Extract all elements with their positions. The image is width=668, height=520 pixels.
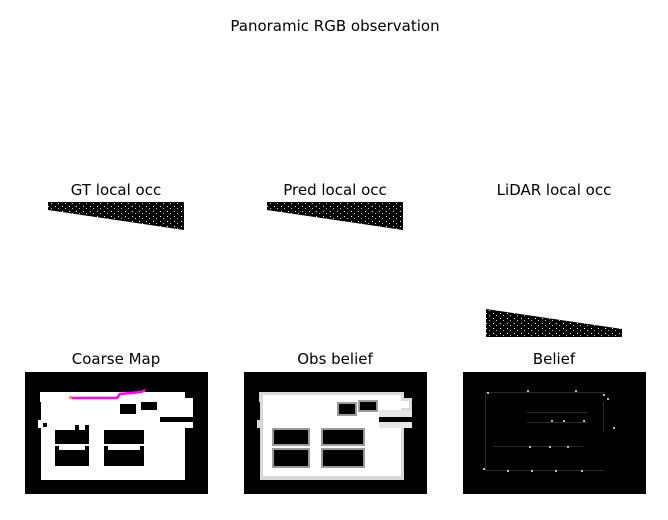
pred-local-occ-image — [267, 202, 403, 230]
lidar-local-occ-image — [486, 309, 622, 337]
belief-title: Belief — [532, 350, 576, 368]
gt-local-occ-title: GT local occ — [70, 181, 162, 199]
coarse-map-image — [25, 372, 208, 494]
belief-image — [463, 372, 646, 494]
gt-local-occ-image — [48, 202, 184, 230]
pred-local-occ-title: Pred local occ — [283, 181, 387, 199]
figure-title: Panoramic RGB observation — [230, 17, 440, 35]
coarse-map-title: Coarse Map — [71, 350, 161, 368]
obs-belief-image — [244, 372, 427, 494]
lidar-local-occ-title: LiDAR local occ — [496, 181, 612, 199]
obs-belief-title: Obs belief — [297, 350, 373, 368]
